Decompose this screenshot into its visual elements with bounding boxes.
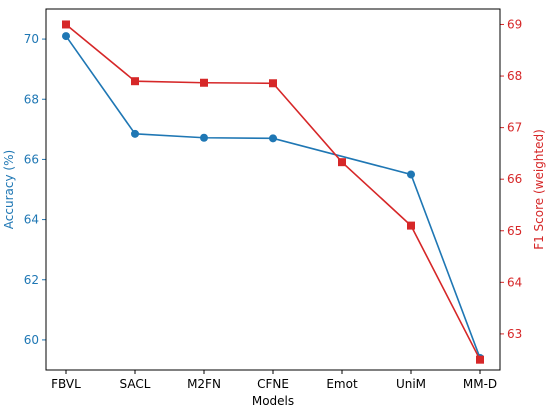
series-point-left: [407, 170, 415, 179]
left-y-tick-label: 70: [24, 32, 39, 46]
series-point-left: [131, 129, 139, 138]
series-line-left: [65, 35, 481, 359]
series-point-right: [338, 158, 346, 167]
right-y-tick-label: 64: [507, 275, 522, 289]
left-y-tick-label: 64: [24, 213, 39, 227]
series-point-left: [200, 133, 208, 142]
left-y-tick-label: 60: [24, 333, 39, 347]
series-point-right: [407, 221, 415, 230]
left-y-tick-label: 62: [24, 273, 39, 287]
right-y-tick-label: 65: [507, 224, 522, 238]
left-y-axis: 60 62 64 66 68 70: [24, 32, 46, 347]
series-point-right: [269, 79, 277, 88]
x-tick-label: MM-D: [463, 377, 497, 391]
left-y-tick-label: 68: [24, 92, 39, 106]
x-tick-label: M2FN: [187, 377, 221, 391]
right-y-axis: 63 64 65 66 67 68 69: [500, 17, 522, 341]
series-point-right: [62, 20, 70, 29]
right-axis-title: F1 Score (weighted): [532, 129, 546, 250]
series-point-right: [200, 78, 208, 87]
series-point-right: [131, 77, 139, 86]
x-tick-label: CFNE: [257, 377, 289, 391]
x-axis-title: Models: [252, 394, 294, 408]
right-y-tick-label: 69: [507, 17, 522, 31]
right-y-tick-label: 67: [507, 121, 522, 135]
x-tick-label: SACL: [120, 377, 151, 391]
plot-area: [46, 9, 500, 370]
x-tick-label: UniM: [396, 377, 426, 391]
right-y-tick-label: 68: [507, 69, 522, 83]
series-point-left: [269, 134, 277, 143]
series-point-left: [62, 32, 70, 41]
left-axis-title: Accuracy (%): [2, 150, 16, 229]
series-layer: [62, 20, 484, 364]
x-tick-label: FBVL: [51, 377, 81, 391]
left-y-tick-label: 66: [24, 152, 39, 166]
right-y-tick-label: 66: [507, 172, 522, 186]
series-point-right: [476, 355, 484, 364]
x-axis: FBVL SACL M2FN CFNE Emot UniM MM-D: [51, 370, 497, 391]
right-y-tick-label: 63: [507, 327, 522, 341]
plot-frame: [45, 8, 501, 371]
x-tick-label: Emot: [326, 377, 358, 391]
